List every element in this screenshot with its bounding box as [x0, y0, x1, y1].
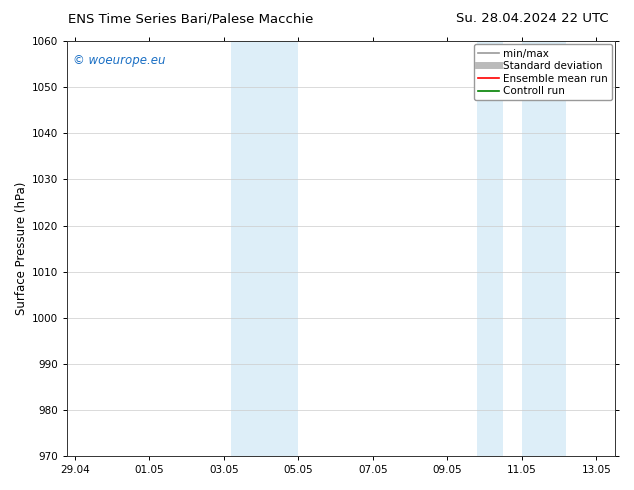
- Bar: [477, 41, 503, 456]
- Bar: [522, 41, 566, 456]
- Bar: [261, 41, 299, 456]
- Text: ENS Time Series Bari/Palese Macchie: ENS Time Series Bari/Palese Macchie: [67, 12, 313, 25]
- Y-axis label: Surface Pressure (hPa): Surface Pressure (hPa): [15, 182, 28, 315]
- Bar: [231, 41, 261, 456]
- Legend: min/max, Standard deviation, Ensemble mean run, Controll run: min/max, Standard deviation, Ensemble me…: [474, 44, 612, 100]
- Text: Su. 28.04.2024 22 UTC: Su. 28.04.2024 22 UTC: [456, 12, 609, 25]
- Text: © woeurope.eu: © woeurope.eu: [73, 54, 165, 67]
